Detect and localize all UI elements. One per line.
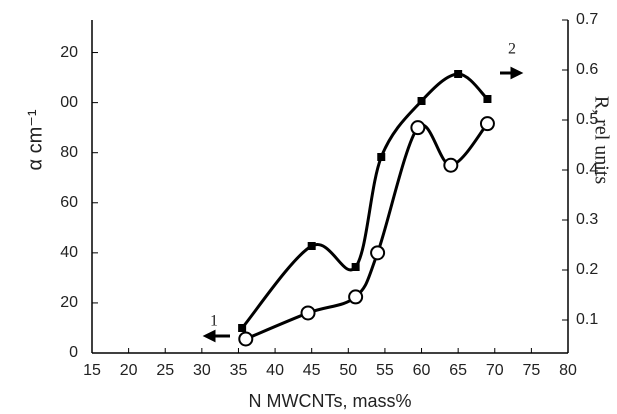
x-tick-label: 40 [266, 362, 284, 379]
marker [410, 120, 426, 136]
marker [307, 242, 316, 250]
x-tick-label: 75 [522, 362, 540, 379]
y-tick-label: 80 [60, 144, 78, 161]
marker [238, 331, 254, 347]
y2-tick-label: 0.3 [576, 211, 598, 228]
y2-tick-label: 0.5 [576, 111, 598, 128]
x-tick-label: 65 [449, 362, 467, 379]
y-tick-label: 40 [60, 244, 78, 261]
y-axis-label: α cm⁻¹ [24, 109, 46, 170]
y-tick-label: 0 [69, 344, 78, 361]
marker [417, 97, 426, 105]
x-axis-label: N MWCNTs, mass% [249, 391, 412, 411]
marker [348, 289, 364, 305]
marker [351, 263, 360, 271]
y-tick-label: 20 [60, 294, 78, 311]
arrow [202, 329, 230, 343]
y2-tick-label: 0.7 [576, 11, 598, 28]
x-tick-label: 60 [413, 362, 431, 379]
x-tick-label: 20 [120, 362, 138, 379]
trend-line [240, 72, 489, 329]
marker [454, 70, 463, 78]
annotation: 1 [210, 313, 218, 330]
x-tick-label: 50 [339, 362, 357, 379]
marker [370, 245, 386, 261]
x-tick-label: 70 [486, 362, 504, 379]
x-tick-label: 55 [376, 362, 394, 379]
marker [443, 157, 459, 173]
annotation: 2 [508, 41, 516, 58]
y2-tick-label: 0.2 [576, 261, 598, 278]
marker [479, 116, 495, 132]
x-tick-label: 30 [193, 362, 211, 379]
y-tick-label: 60 [60, 194, 78, 211]
x-tick-label: 25 [156, 362, 174, 379]
y-tick-label: 00 [60, 94, 78, 111]
x-tick-label: 35 [230, 362, 248, 379]
marker [238, 324, 247, 332]
x-tick-label: 15 [83, 362, 101, 379]
x-tick-label: 45 [303, 362, 321, 379]
y2-axis-label: R, rel units [590, 96, 612, 185]
y2-tick-label: 0.6 [576, 61, 598, 78]
marker [377, 153, 386, 161]
y2-tick-label: 0.4 [576, 161, 598, 178]
y-tick-label: 20 [60, 44, 78, 61]
y2-tick-label: 0.1 [576, 311, 598, 328]
x-tick-label: 80 [559, 362, 577, 379]
arrow [500, 66, 524, 80]
marker [300, 305, 316, 321]
marker [483, 95, 492, 103]
